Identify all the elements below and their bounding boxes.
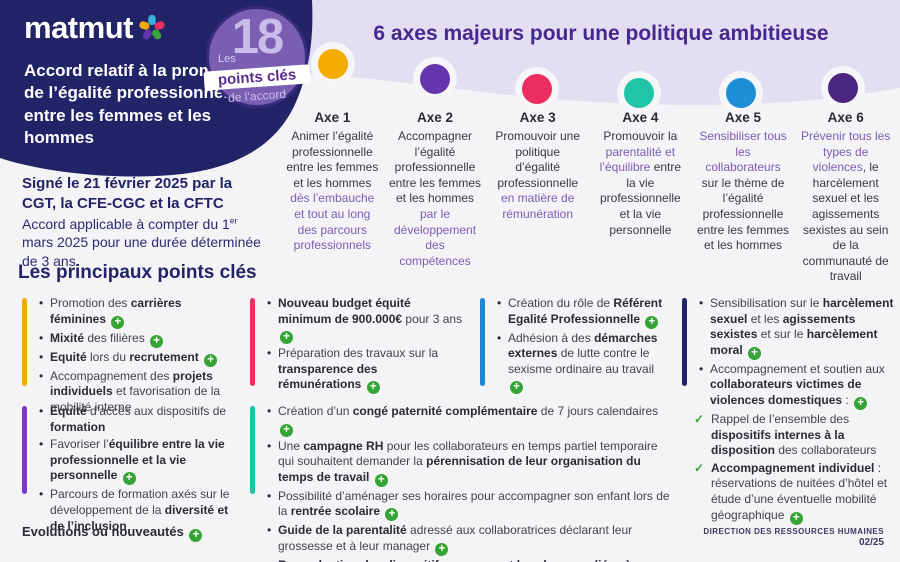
points-block-parentalite: Création d’un congé paternité complément…	[250, 404, 674, 562]
accent-bar-blue	[480, 298, 485, 386]
footer-date: 02/25	[858, 537, 884, 548]
matmut-star-icon	[137, 12, 167, 42]
list-item: Equité lors du recrutement +	[38, 350, 238, 367]
matmut-logo-text: matmut	[24, 10, 133, 45]
plus-icon: +	[645, 315, 659, 329]
points-block-referent: Création du rôle de Référent Egalité Pro…	[480, 296, 672, 396]
axe6-label: Axe 6	[827, 110, 864, 125]
axe1-label: Axe 1	[314, 110, 351, 125]
list-item: Adhésion à des démarches externes de lut…	[496, 331, 672, 395]
accent-bar-teal	[250, 406, 255, 494]
list-item: Nouveau budget équité minimum de 900.000…	[266, 296, 464, 345]
list-item: Création d’un congé paternité complément…	[266, 404, 674, 437]
list-item: Création du rôle de Référent Egalité Pro…	[496, 296, 672, 329]
axe6-dot	[828, 73, 858, 103]
axe3-label: Axe 3	[519, 110, 556, 125]
axe2-dot	[420, 64, 450, 94]
list-item: Parcours de formation axés sur le dévelo…	[38, 487, 238, 534]
plus-icon: +	[854, 396, 868, 410]
axe1-dot	[318, 49, 348, 79]
list-item: Sensibilisation sur le harcèlement sexue…	[698, 296, 896, 360]
axe2-description: Accompagner l’égalité professionnelle en…	[388, 129, 482, 268]
axe5-description: Sensibiliser tous les collaborateurs sur…	[697, 129, 790, 253]
footer-department: DIRECTION DES RESSOURCES HUMAINES	[703, 527, 884, 536]
points-badge: Les 18 points clés de l’accord	[203, 6, 311, 108]
list-item: Une campagne RH pour les collaborateurs …	[266, 439, 674, 487]
plus-icon: +	[789, 511, 803, 525]
badge-les-label: Les	[218, 53, 236, 65]
axe5-dot	[726, 78, 756, 108]
plus-icon: +	[435, 542, 449, 556]
axes-headline: 6 axes majeurs pour une politique ambiti…	[373, 22, 829, 45]
list-item: Promotion des carrières féminines +	[38, 296, 238, 329]
signed-text: Signé le 21 février 2025 par la CGT, la …	[22, 175, 233, 212]
points-block-budget: Nouveau budget équité minimum de 900.000…	[250, 296, 464, 396]
axe-column-6: Axe 6 Prévenir tous les types de violenc…	[794, 110, 897, 285]
list-item: Equité d’accès aux dispositifs de format…	[38, 404, 238, 435]
plus-icon: +	[366, 381, 380, 395]
axe2-label: Axe 2	[416, 110, 454, 125]
points-title: Les principaux points clés	[18, 262, 257, 283]
check-item: Rappel de l’ensemble des dispositifs int…	[694, 412, 896, 459]
accent-bar-purple	[22, 406, 27, 494]
axe4-description: Promouvoir la parentalité et l’équilibre…	[599, 129, 682, 237]
axe1-description: Animer l’égalité professionnelle entre l…	[286, 129, 379, 253]
axe-column-2: Axe 2 Accompagner l’égalité professionne…	[384, 110, 487, 285]
axe-column-1: Axe 1 Animer l’égalité professionnelle e…	[281, 110, 384, 285]
axe4-label: Axe 4	[622, 110, 659, 125]
plus-icon: +	[150, 334, 164, 348]
plus-icon: +	[280, 331, 293, 345]
plus-icon: +	[189, 529, 203, 542]
accent-bar-navy	[682, 298, 687, 386]
accord-title: Accord relatif à la promotion de l’égali…	[24, 61, 256, 148]
list-item: Préparation des travaux sur la transpare…	[266, 346, 464, 395]
plus-icon: +	[204, 353, 218, 367]
plus-icon: +	[374, 473, 388, 487]
legend-evolutions: Evolutions ou nouveautés +	[22, 524, 203, 542]
axe5-label: Axe 5	[725, 110, 762, 125]
list-item: Guide de la parentalité adressé aux coll…	[266, 523, 674, 556]
plus-icon: +	[111, 315, 125, 329]
axe-column-5: Axe 5 Sensibiliser tous les collaborateu…	[692, 110, 795, 285]
badge-number: 18	[231, 10, 285, 64]
points-block-formation: Equité d’accès aux dispositifs de format…	[22, 404, 238, 536]
applicable-text: Accord applicable à compter du 1er mars …	[22, 215, 261, 269]
list-item: Accompagnement et soutien aux collaborat…	[698, 362, 896, 410]
axe3-dot	[522, 74, 552, 104]
list-item: Favoriser l’équilibre entre la vie profe…	[38, 437, 238, 486]
points-block-carrieres: Promotion des carrières féminines + Mixi…	[22, 296, 238, 417]
plus-icon: +	[122, 472, 136, 486]
axe-column-4: Axe 4 Promouvoir la parentalité et l’équ…	[589, 110, 692, 285]
plus-icon: +	[280, 423, 293, 437]
list-item: Mixité des filières +	[38, 331, 238, 348]
plus-icon: +	[510, 381, 523, 395]
accent-bar-yellow	[22, 298, 27, 386]
axe4-dot	[624, 78, 654, 108]
axe3-description: Promouvoir une politique d’égalité profe…	[495, 129, 581, 221]
footer: DIRECTION DES RESSOURCES HUMAINES 02/25	[703, 527, 884, 548]
axe-column-3: Axe 3 Promouvoir une politique d’égalité…	[486, 110, 589, 285]
check-item: Accompagnement individuel : réservations…	[694, 461, 896, 525]
accent-bar-pink	[250, 298, 255, 386]
matmut-logo: matmut	[24, 12, 167, 43]
list-item: Reconduction des dispositifs concernant …	[266, 558, 674, 562]
plus-icon: +	[748, 346, 762, 360]
plus-icon: +	[385, 508, 399, 522]
axes-row: Axe 1 Animer l’égalité professionnelle e…	[281, 110, 897, 285]
points-block-harcelement: Sensibilisation sur le harcèlement sexue…	[682, 296, 896, 527]
axe6-description: Prévenir tous les types de violences, le…	[801, 129, 891, 284]
list-item: Possibilité d’aménager ses horaires pour…	[266, 489, 674, 522]
